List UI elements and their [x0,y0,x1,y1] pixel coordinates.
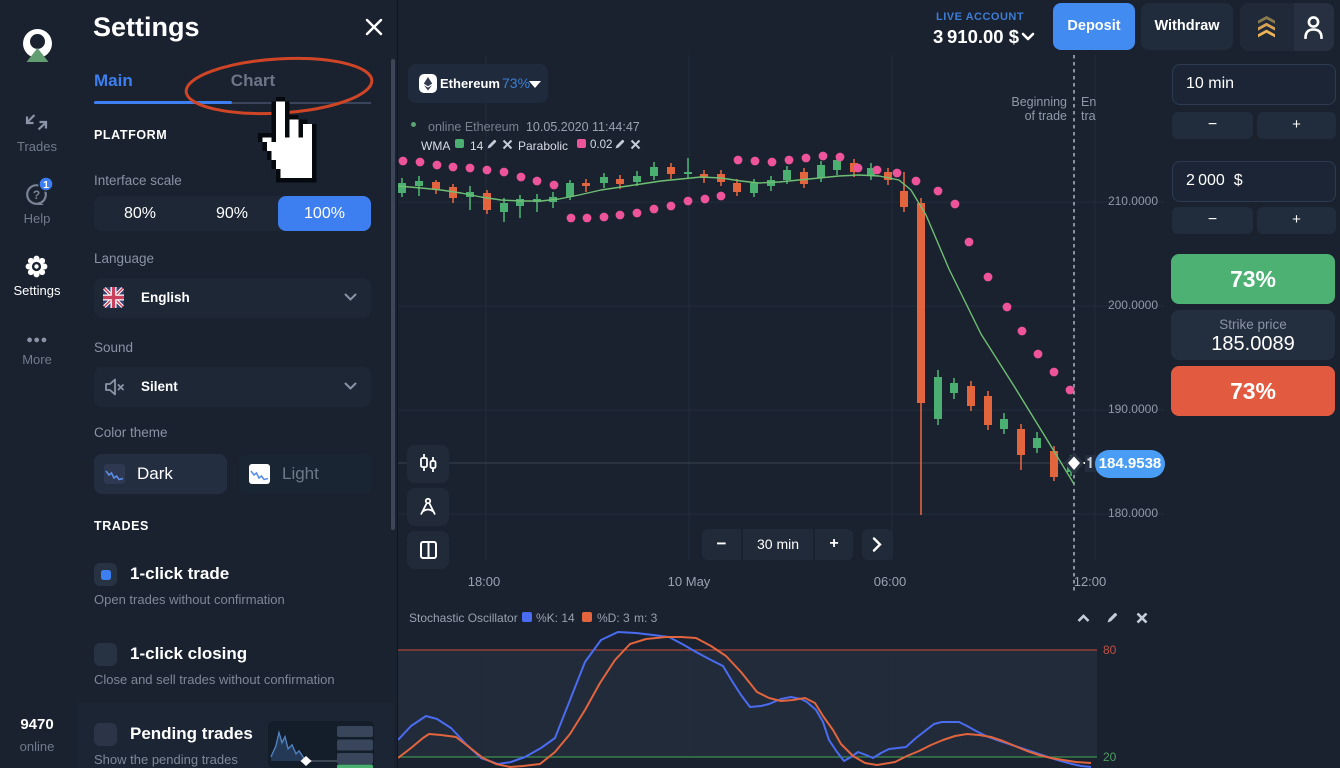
svg-text:?: ? [33,188,40,202]
svg-text:1: 1 [43,179,49,191]
